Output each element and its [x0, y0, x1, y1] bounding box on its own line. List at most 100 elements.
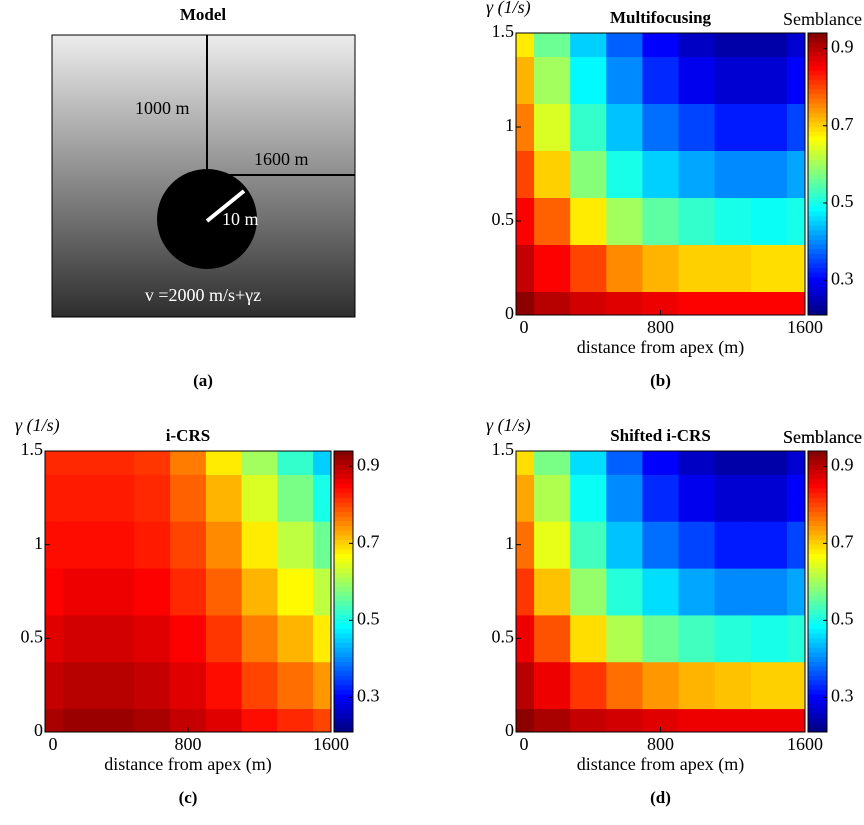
colorbar-swatch — [808, 61, 827, 67]
colorbar-tick-label: 0.9 — [357, 455, 380, 475]
colorbar-swatch — [334, 563, 353, 569]
heat-cell — [714, 56, 752, 104]
colorbar-swatch — [334, 675, 353, 681]
colorbar-tick-label: 0.3 — [831, 685, 854, 705]
heat-cell — [750, 614, 788, 663]
colorbar-swatch — [334, 507, 353, 513]
heat-cell — [134, 521, 171, 569]
colorbar-swatch — [808, 666, 827, 672]
colorbar-swatch — [808, 507, 827, 513]
heat-cell — [750, 451, 788, 475]
heat-cell — [516, 56, 535, 104]
heat-cell — [534, 103, 571, 151]
heat-cell — [62, 661, 100, 710]
colorbar-swatch — [808, 717, 827, 724]
x-tick-label: 0 — [520, 317, 529, 337]
colorbar-swatch — [808, 451, 827, 457]
colorbar-swatch — [808, 249, 827, 255]
colorbar-swatch — [334, 469, 353, 475]
colorbar-swatch — [334, 699, 353, 705]
heat-cell — [62, 708, 100, 733]
colorbar-swatch — [808, 51, 827, 57]
colorbar-swatch — [334, 666, 353, 672]
colorbar-swatch — [808, 525, 827, 532]
heatmap — [45, 451, 332, 733]
colorbar-tick-label: 0.5 — [831, 608, 854, 628]
heat-cell — [570, 56, 607, 104]
heat-cell — [570, 150, 607, 198]
heat-cell — [570, 521, 607, 569]
x-axis-label: distance from apex (m) — [577, 754, 744, 775]
colorbar-swatch — [808, 277, 827, 283]
y-tick-label: 0 — [505, 720, 514, 740]
colorbar-swatch — [808, 136, 827, 142]
heatmap — [516, 451, 806, 733]
colorbar-swatch — [334, 451, 353, 457]
chart-title: Multifocusing — [610, 8, 712, 27]
colorbar-swatch — [808, 211, 827, 217]
heat-cell — [642, 568, 680, 616]
heat-cell — [170, 614, 207, 663]
colorbar-swatch — [334, 460, 353, 466]
model-title: Model — [180, 5, 227, 24]
colorbar-swatch — [808, 699, 827, 705]
heat-cell — [516, 291, 535, 316]
heat-cell — [45, 708, 64, 733]
colorbar-swatch — [808, 661, 827, 667]
heat-cell — [786, 451, 806, 475]
heat-cell — [786, 150, 806, 198]
colorbar-swatch — [334, 558, 353, 564]
colorbar-swatch — [808, 178, 827, 184]
colorbar-swatch — [808, 197, 827, 203]
heat-cell — [516, 103, 535, 151]
colorbar-swatch — [334, 493, 353, 499]
colorbar-swatch — [808, 624, 827, 630]
y-tick-label: 0 — [34, 720, 43, 740]
colorbar-swatch — [334, 586, 353, 592]
colorbar-swatch — [334, 544, 353, 550]
colorbar-swatch — [808, 33, 827, 39]
colorbar-swatch — [334, 516, 353, 522]
heat-cell — [678, 451, 716, 475]
heat-cell — [241, 474, 278, 522]
colorbar-swatch — [808, 671, 827, 677]
heat-cell — [606, 291, 643, 316]
colorbar-swatch — [808, 493, 827, 499]
heat-cell — [750, 150, 788, 198]
velocity-label: v =2000 m/s+γz — [145, 285, 261, 305]
radius-line — [205, 189, 246, 223]
colorbar-tick-label: 0.7 — [831, 114, 854, 134]
heat-cell — [98, 708, 135, 733]
heat-cell — [642, 244, 680, 292]
colorbar-swatch — [808, 263, 827, 269]
x-tick-label: 1600 — [313, 734, 349, 754]
heat-cell — [714, 103, 752, 151]
heat-cell — [534, 244, 571, 292]
heat-cell — [277, 661, 314, 710]
y-tick-label: 1 — [34, 533, 43, 553]
colorbar-swatch — [334, 643, 353, 649]
heat-cell — [62, 614, 100, 663]
heat-cell — [98, 521, 135, 569]
colorbar-swatch — [334, 638, 353, 644]
colorbar-swatch — [334, 600, 353, 607]
colorbar-swatch — [334, 722, 353, 728]
heat-cell — [62, 521, 100, 569]
heat-cell — [62, 474, 100, 522]
colorbar-swatch — [334, 624, 353, 630]
heat-cell — [606, 56, 643, 104]
heat-cell — [678, 150, 716, 198]
heat-cell — [642, 521, 680, 569]
heat-cell — [750, 244, 788, 292]
colorbar-tick-label: 0.3 — [357, 685, 380, 705]
heat-cell — [714, 568, 752, 616]
heat-cell — [45, 521, 64, 569]
colorbar-swatch — [808, 479, 827, 485]
colorbar-label: Semblance — [783, 427, 862, 447]
colorbar-swatch — [808, 563, 827, 569]
colorbar-swatch — [808, 282, 827, 288]
heat-cell — [277, 451, 314, 475]
heat-cell — [678, 197, 716, 245]
colorbar-swatch — [334, 582, 353, 588]
x-tick-label: 1600 — [787, 317, 823, 337]
